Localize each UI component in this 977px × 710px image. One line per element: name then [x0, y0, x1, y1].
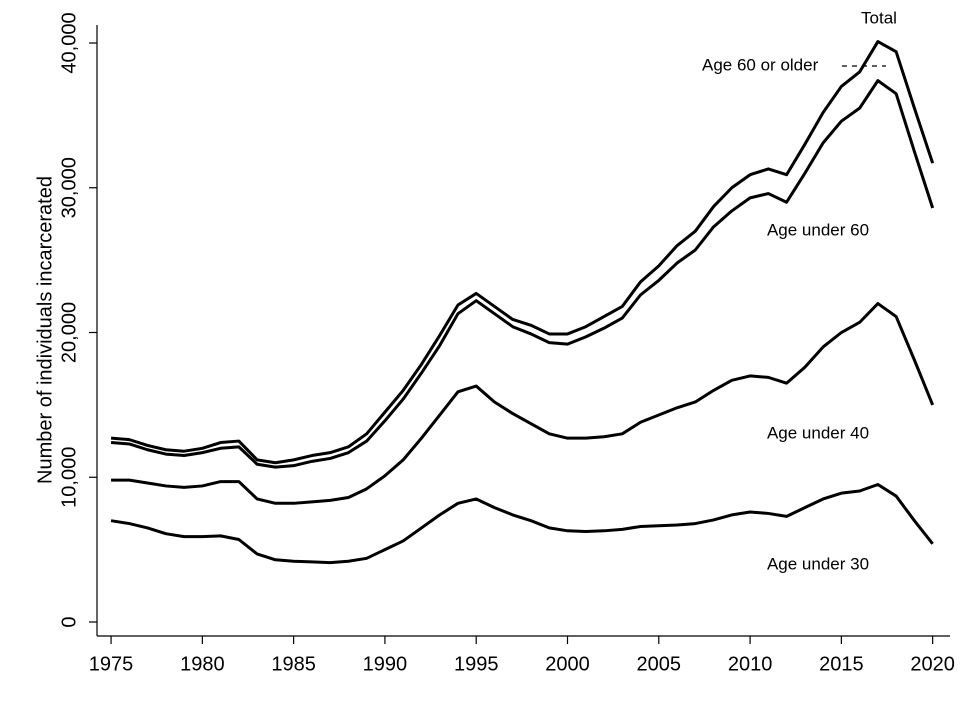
x-tick-label: 1975 [89, 653, 134, 675]
y-tick-label: 20,000 [58, 302, 80, 363]
x-tick-label: 2005 [637, 653, 682, 675]
series-line [110, 79, 935, 469]
annotation: Age 60 or older [702, 55, 819, 74]
series-label: Age under 30 [767, 554, 869, 573]
x-tick-label: 2010 [728, 653, 773, 675]
y-tick-label: 10,000 [58, 447, 80, 508]
series-line [110, 40, 935, 465]
x-tick-label: 1990 [363, 653, 408, 675]
series-line [111, 302, 935, 505]
x-tick-label: 2000 [545, 653, 590, 675]
series-label: Age under 40 [767, 423, 869, 442]
x-tick-label: 1980 [180, 653, 225, 675]
y-tick-label: 30,000 [58, 157, 80, 218]
x-tick-label: 2015 [819, 653, 864, 675]
series-label: Age under 60 [767, 220, 869, 239]
series-label: Total [861, 8, 897, 27]
series-line [110, 482, 934, 565]
y-tick-label: 0 [58, 616, 80, 627]
y-tick-label: 40,000 [58, 12, 80, 73]
y-axis-label: Number of individuals incarcerated [34, 176, 56, 484]
x-tick-label: 1985 [271, 653, 316, 675]
x-tick-label: 2020 [910, 653, 955, 675]
x-tick-label: 1995 [454, 653, 499, 675]
